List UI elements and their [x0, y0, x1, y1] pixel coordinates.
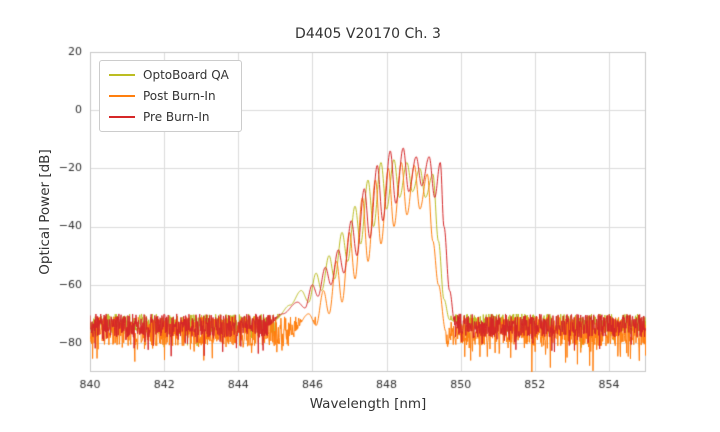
- legend-item: Pre Burn-In: [109, 110, 229, 124]
- legend-item: OptoBoard QA: [109, 68, 229, 82]
- legend-line-swatch: [109, 116, 135, 118]
- y-axis-label: Optical Power [dB]: [37, 149, 53, 275]
- legend-item: Post Burn-In: [109, 89, 229, 103]
- legend-line-swatch: [109, 95, 135, 97]
- legend: OptoBoard QA Post Burn-In Pre Burn-In: [99, 60, 242, 132]
- x-axis-label: Wavelength [nm]: [309, 396, 427, 412]
- legend-line-swatch: [109, 74, 135, 76]
- legend-label: Post Burn-In: [143, 89, 216, 103]
- legend-label: OptoBoard QA: [143, 68, 229, 82]
- legend-label: Pre Burn-In: [143, 110, 210, 124]
- chart-title: D4405 V20170 Ch. 3: [295, 26, 441, 42]
